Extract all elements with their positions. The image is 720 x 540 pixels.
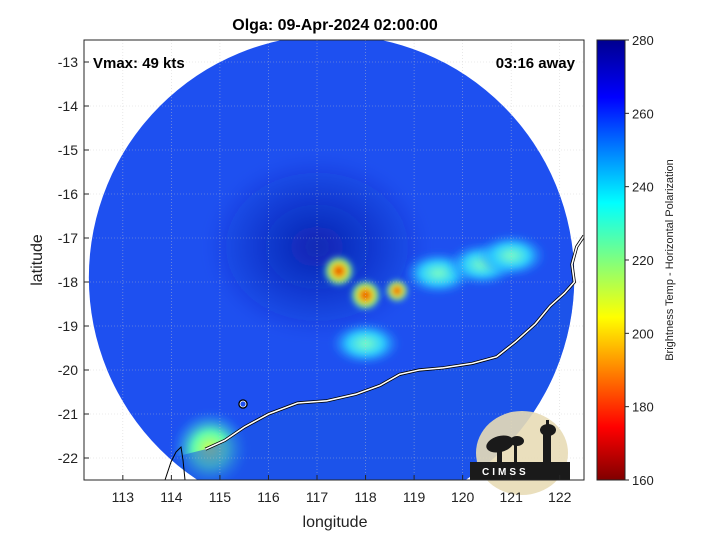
y-tick-label: -17 [58, 230, 78, 246]
tick-marks [84, 61, 561, 480]
x-tick-label: 122 [548, 489, 572, 505]
coastline [205, 235, 584, 450]
y-tick-label: -22 [58, 450, 78, 466]
x-tick-label: 119 [403, 489, 426, 505]
x-tick-labels: 113 114 115 116 117 118 119 120 121 122 [112, 489, 572, 505]
island [238, 399, 248, 409]
convection-features [172, 233, 547, 480]
colorbar-tick-label: 240 [632, 180, 654, 195]
convection-3 [385, 278, 410, 303]
x-axis-label: longitude [303, 514, 368, 531]
x-tick-label: 118 [354, 489, 377, 505]
y-tick-label: -18 [58, 274, 78, 290]
grid-lines [84, 40, 584, 480]
y-tick-label: -15 [58, 142, 78, 158]
colorbar-tick-label: 200 [632, 326, 654, 341]
colorbar-tick-label: 280 [632, 33, 654, 48]
vmax-label: Vmax: 49 kts [93, 55, 185, 72]
y-tick-label: -21 [58, 406, 78, 422]
colorbar-tick-label: 220 [632, 253, 654, 268]
y-axis-label: latitude [29, 234, 46, 286]
axes-frame [83, 39, 585, 481]
colorbar-tick-label: 260 [632, 106, 654, 121]
island-inner [239, 400, 247, 408]
chart-title: Olga: 09-Apr-2024 02:00:00 [232, 17, 438, 34]
colorbar-gradient [596, 39, 626, 481]
x-tick-label: 116 [257, 489, 280, 505]
x-tick-label: 114 [160, 489, 183, 505]
colorbar-tick-label: 180 [632, 400, 654, 415]
convection-1 [322, 255, 355, 287]
time-away-label: 03:16 away [496, 55, 576, 72]
x-tick-label: 120 [451, 489, 475, 505]
colorbar-ticks: 280 260 240 220 200 180 160 [625, 33, 654, 488]
colorbar: 280 260 240 220 200 180 160 Brightness Temp - … [596, 33, 676, 488]
y-tick-label: -20 [58, 362, 78, 378]
rainband-6 [475, 233, 547, 278]
coastline-west [164, 445, 186, 480]
x-tick-label: 117 [306, 489, 329, 505]
x-tick-label: 113 [112, 489, 135, 505]
colorbar-tick-label: 160 [632, 473, 654, 488]
logo-text: CIMSS [482, 467, 529, 478]
y-tick-labels: -13 -14 -15 -16 -17 -18 -19 -20 -21 -22 [58, 54, 78, 466]
microwave-swath [88, 40, 575, 480]
storm-center-region [207, 156, 428, 337]
y-tick-label: -14 [58, 98, 78, 114]
x-tick-label: 121 [500, 489, 524, 505]
land-region [88, 235, 575, 480]
cimss-logo: CIMSS [470, 411, 570, 495]
x-tick-label: 115 [209, 489, 232, 505]
y-tick-label: -19 [58, 318, 78, 334]
colorbar-label: Brightness Temp - Horizontal Polarizatio… [664, 159, 676, 361]
y-tick-label: -13 [58, 54, 78, 70]
y-tick-label: -16 [58, 186, 78, 202]
